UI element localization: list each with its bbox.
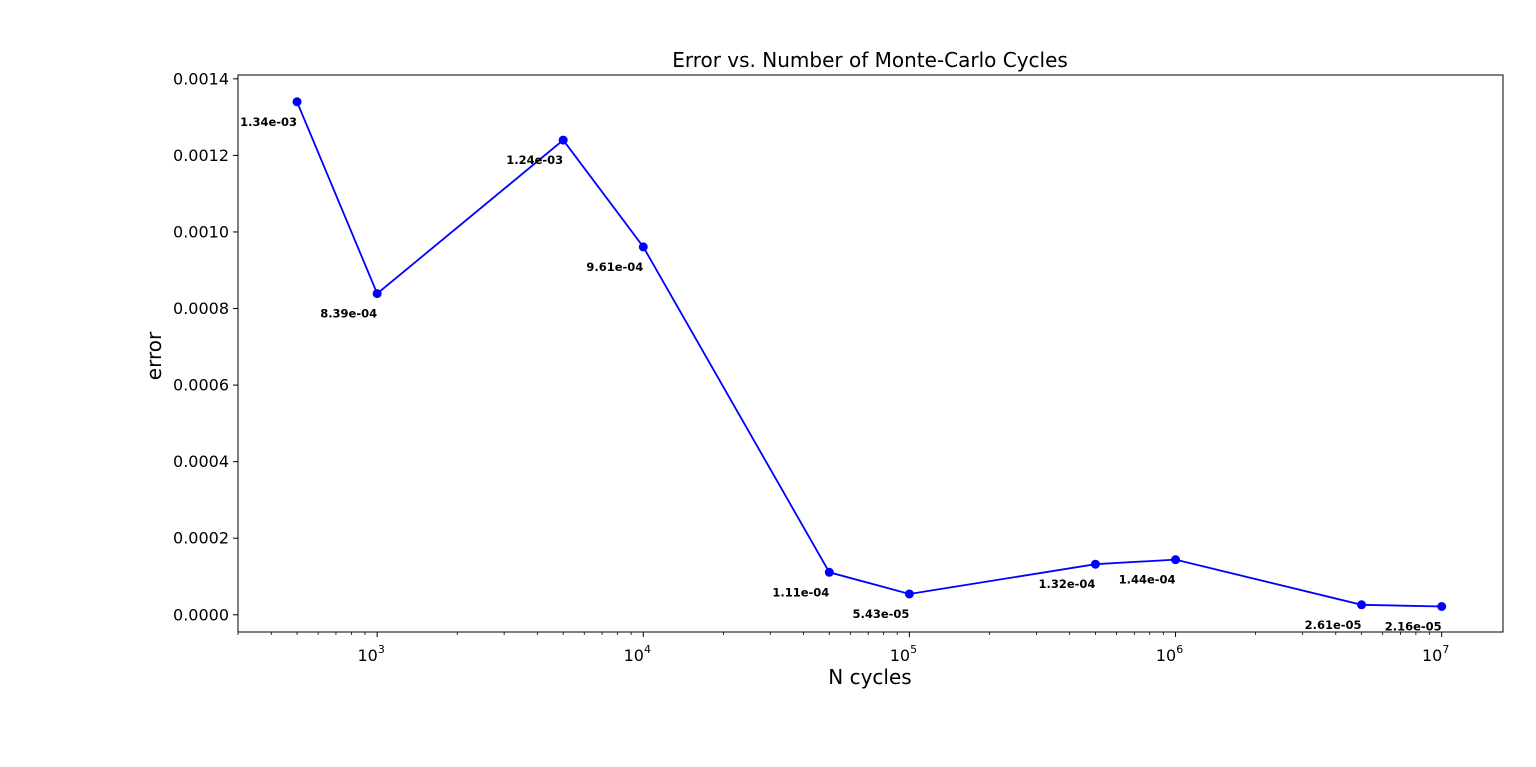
y-tick-label: 0.0006 [173,376,229,395]
axes-frame [237,74,1504,633]
x-tick-exponent: 5 [910,643,917,656]
data-point [1090,559,1100,569]
data-point [1357,600,1367,610]
data-point [824,567,834,577]
y-tick-label: 0.0008 [173,299,229,318]
plot-area: 0.0000 0.0002 0.0004 0.0006 0.0008 0.0010 0.00… [173,69,1449,665]
data-point [904,589,914,599]
data-label: 2.61e-05 [1305,618,1362,632]
data-point [1171,555,1181,565]
data-label: 1.34e-03 [240,115,297,129]
data-label: 9.61e-04 [586,260,643,274]
x-tick-base: 10 [357,646,377,665]
data-point [558,135,568,145]
x-tick-label: 105 [890,643,917,665]
x-tick-exponent: 3 [378,643,385,656]
y-tick-label: 0.0012 [173,146,229,165]
data-label: 2.16e-05 [1385,620,1442,634]
chart-title: Error vs. Number of Monte-Carlo Cycles [672,48,1068,72]
x-tick-base: 10 [890,646,910,665]
y-tick-label: 0.0000 [173,605,229,624]
data-label: 1.44e-04 [1119,573,1176,587]
data-point [1437,602,1447,612]
x-tick-exponent: 6 [1176,643,1183,656]
x-tick-exponent: 4 [644,643,651,656]
data-point [372,289,382,299]
data-label: 1.32e-04 [1038,577,1095,591]
series-line [296,101,1442,608]
data-point [292,97,302,107]
data-label: 1.11e-04 [772,585,829,599]
x-tick-base: 10 [1422,646,1442,665]
x-tick-exponent: 7 [1442,643,1449,656]
x-tick-label: 106 [1156,643,1183,665]
x-tick-base: 10 [624,646,644,665]
y-axis-label: error [142,331,166,380]
y-tick-label: 0.0004 [173,452,229,471]
y-tick-label: 0.0002 [173,529,229,548]
data-point [638,242,648,252]
x-tick-label: 103 [357,643,384,665]
y-tick-label: 0.0014 [173,69,229,88]
data-label: 5.43e-05 [852,607,909,621]
x-tick-base: 10 [1156,646,1176,665]
y-tick-label: 0.0010 [173,222,229,241]
data-label: 1.24e-03 [506,153,563,167]
data-label: 8.39e-04 [320,307,377,321]
x-axis-label: N cycles [828,665,911,689]
x-tick-label: 107 [1422,643,1449,665]
x-tick-label: 104 [624,643,651,665]
